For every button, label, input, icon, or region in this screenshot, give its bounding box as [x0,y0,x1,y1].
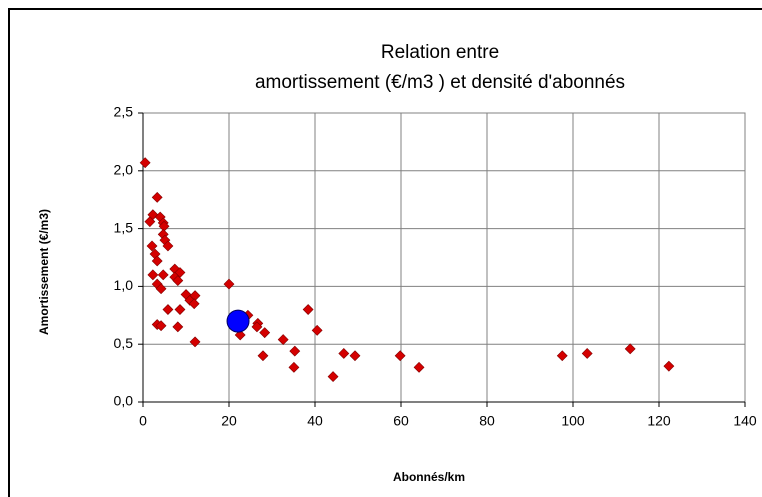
point [155,320,167,332]
point [311,324,323,336]
point [277,334,289,346]
point [162,240,174,252]
point [624,343,636,355]
x-tick-label: 120 [647,413,671,429]
point [257,350,269,362]
point [139,157,151,169]
point [188,298,200,310]
chart-title: Relation entre [381,42,499,63]
point [338,348,350,359]
x-tick-label: 100 [561,413,585,429]
y-tick-label: 1,0 [114,277,134,293]
point [556,350,568,362]
point [155,283,167,295]
point [349,350,361,362]
point [146,240,158,252]
point [327,371,339,382]
point [223,278,235,290]
point [259,327,271,339]
point [288,361,300,373]
point [663,360,675,372]
point [151,191,163,203]
point [151,255,163,267]
x-tick-label: 80 [479,413,495,429]
point [172,321,184,333]
y-tick-label: 0,0 [114,393,134,409]
point [172,275,184,287]
point [226,309,250,333]
x-tick-label: 60 [393,413,409,429]
chart-title: amortissement (€/m3 ) et densité d'abonn… [255,72,625,93]
point [289,345,301,357]
y-tick-label: 0,5 [114,335,134,351]
x-tick-label: 40 [307,413,323,429]
plot-area [142,112,746,403]
y-tick-label: 2,0 [114,162,134,178]
point [189,336,201,348]
point [157,269,169,281]
point [413,361,425,373]
point [144,216,156,228]
point [174,304,186,315]
point [581,348,593,359]
point [251,321,263,333]
y-axis-label: Amortissement (€/m3) [37,209,51,335]
point [394,350,406,362]
x-tick-label: 140 [733,413,757,429]
point [302,304,314,315]
point [162,304,174,315]
point [147,269,159,281]
x-axis-label: Abonnés/km [393,470,465,484]
x-tick-label: 0 [139,413,147,429]
x-tick-label: 20 [221,413,237,429]
y-tick-label: 1,5 [114,219,134,235]
y-tick-label: 2,5 [114,104,134,120]
